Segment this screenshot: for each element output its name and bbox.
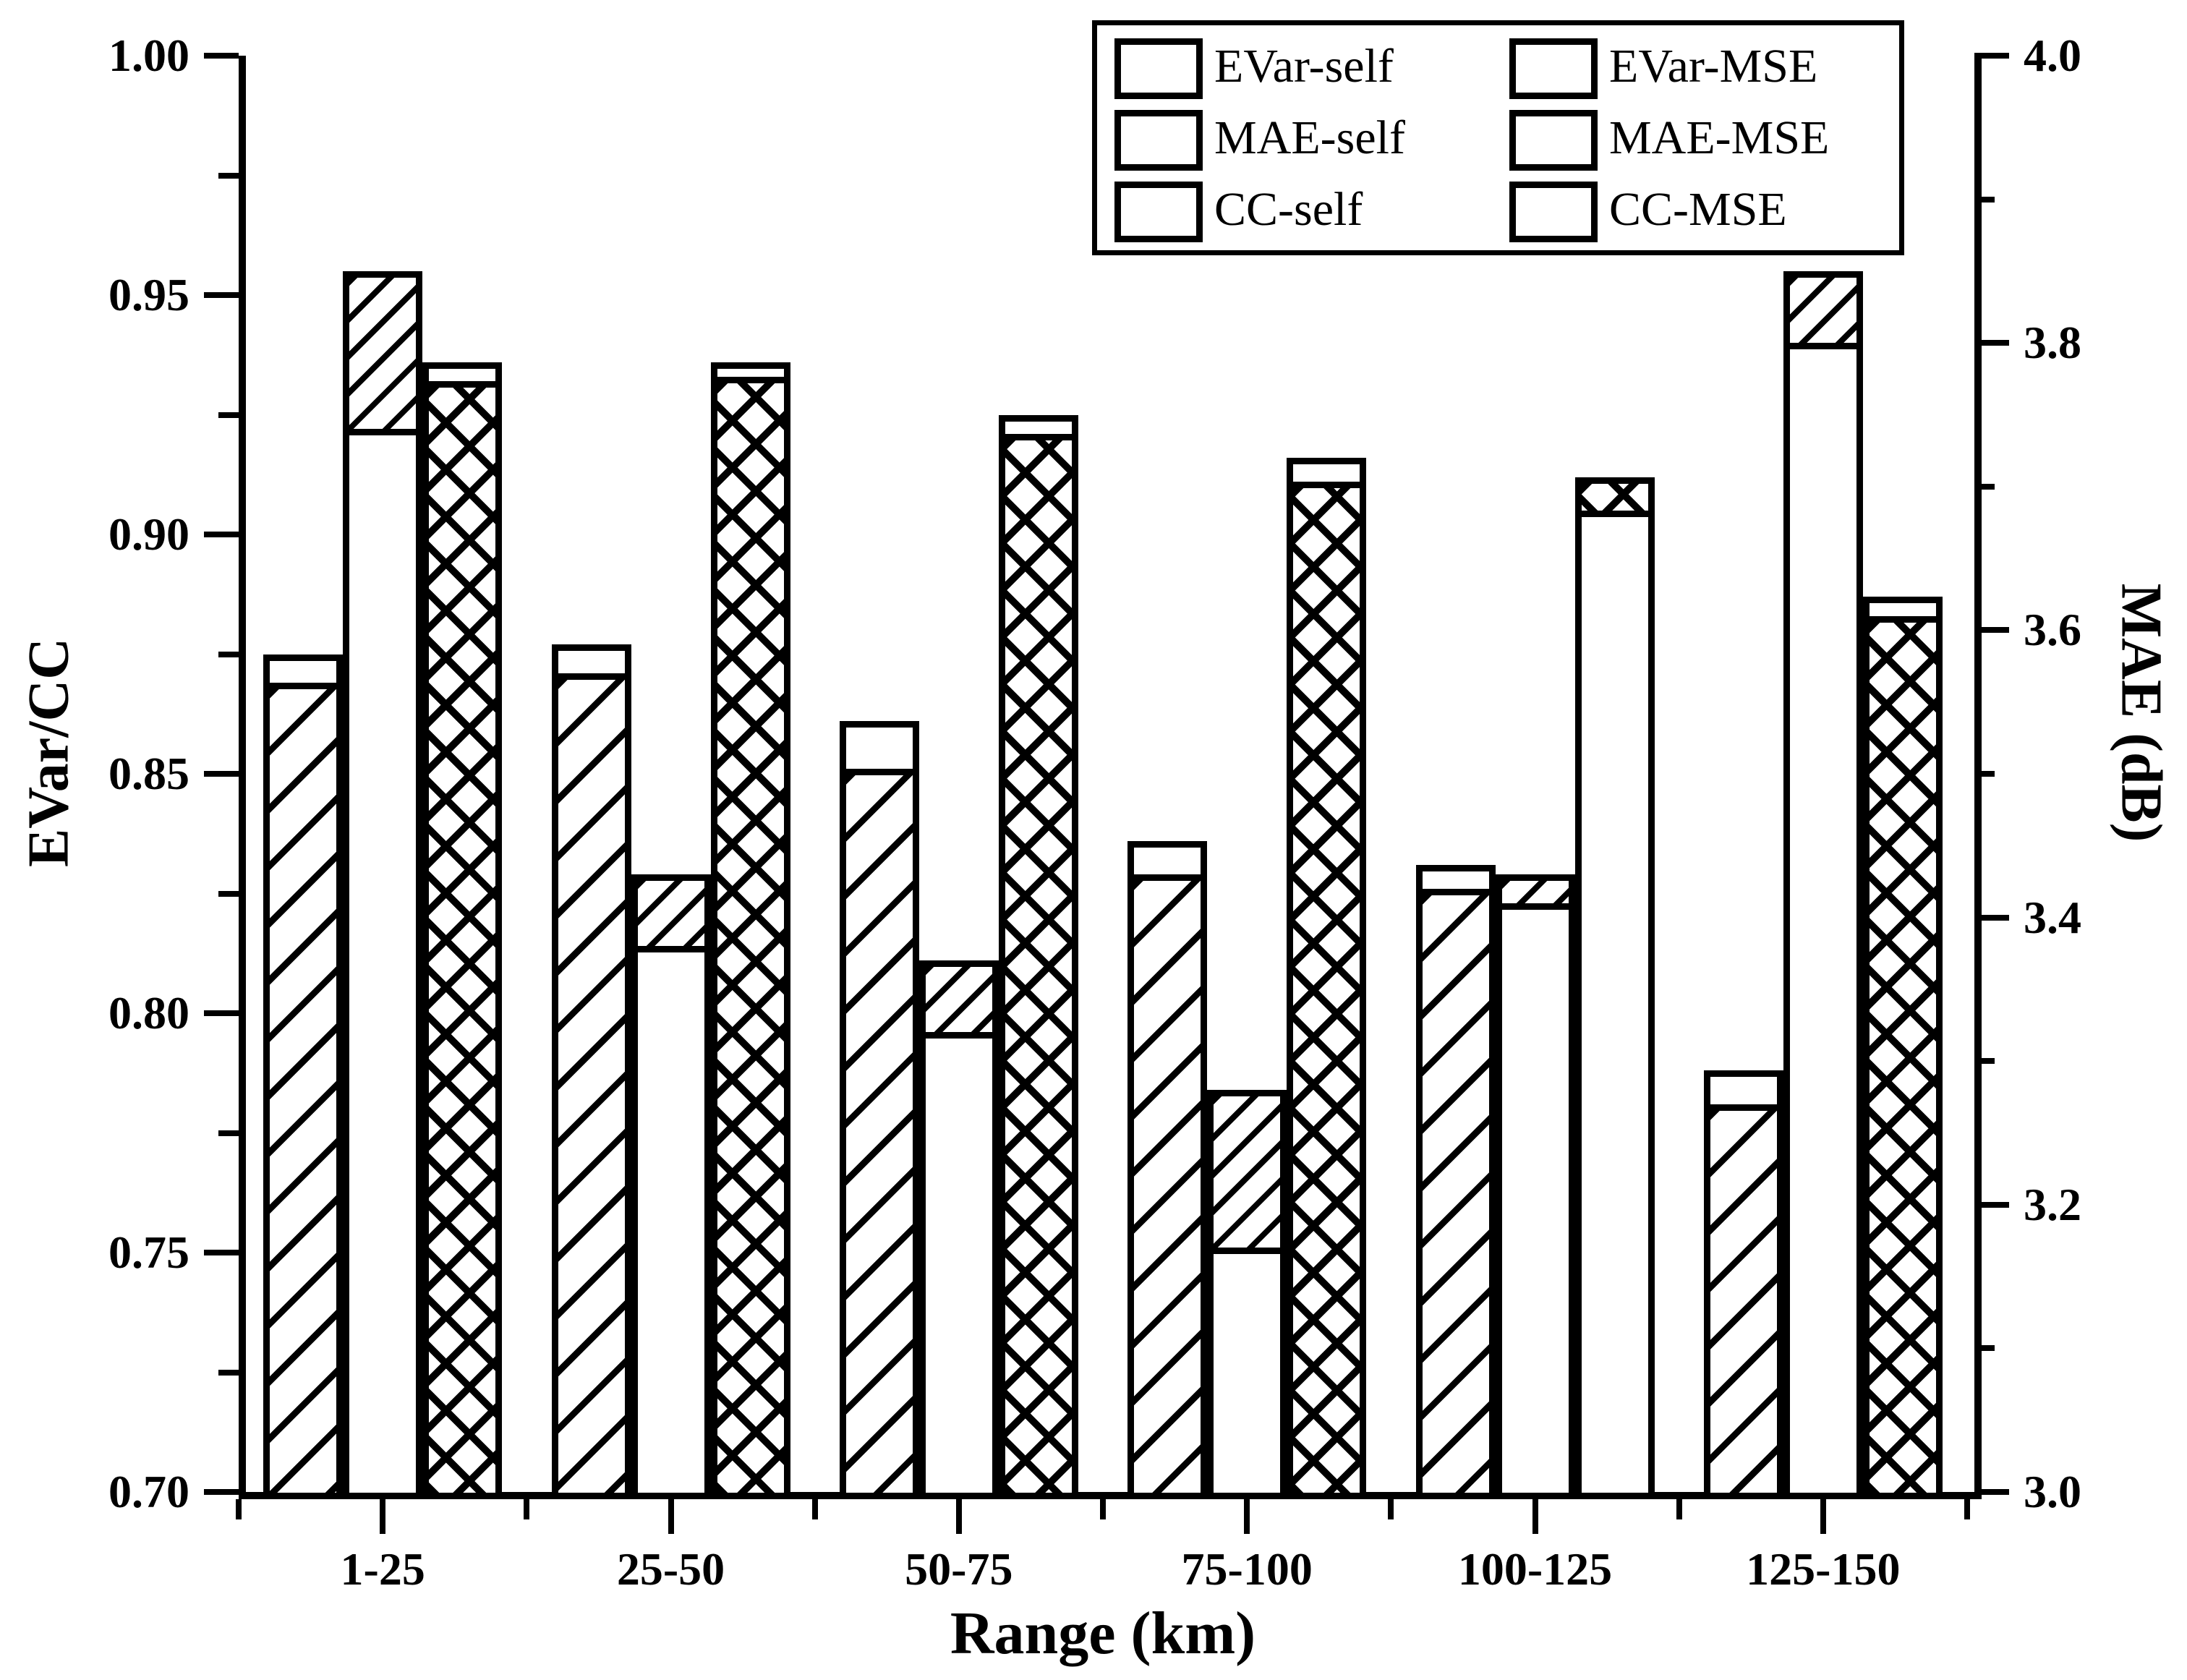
- bar-EVar-self: [1127, 874, 1208, 1499]
- y-axis-right-title: MAE (dB): [2109, 583, 2173, 843]
- legend-label: MAE-MSE: [1609, 111, 1830, 164]
- x-tick-label: 1-25: [340, 1543, 425, 1595]
- y-right-minor-tick: [1974, 483, 1995, 490]
- x-tick-label: 50-75: [905, 1543, 1013, 1595]
- y-left-tick-label: 1.00: [108, 30, 189, 81]
- x-tick-label: 75-100: [1181, 1543, 1313, 1595]
- x-minor-tick: [1676, 1499, 1682, 1519]
- bar-EVar-self: [551, 673, 631, 1499]
- y-right-tick-label: 3.2: [2024, 1178, 2081, 1230]
- y-right-major-tick: [1974, 53, 2009, 59]
- x-major-tick: [380, 1499, 386, 1534]
- bar-EVar-self: [839, 769, 919, 1499]
- bar-CC-self: [710, 376, 790, 1499]
- y-right-tick-label: 4.0: [2024, 30, 2081, 81]
- x-major-tick: [668, 1499, 674, 1534]
- bar-CC-MSE: [1574, 510, 1655, 1499]
- y-left-tick-label: 0.85: [108, 748, 189, 799]
- y-right-minor-tick: [1974, 1345, 1995, 1352]
- x-tick-label: 25-50: [616, 1543, 725, 1595]
- legend-label: CC-MSE: [1609, 183, 1787, 236]
- y-right-major-tick: [1974, 1201, 2009, 1208]
- x-axis-title: Range (km): [950, 1600, 1256, 1667]
- legend-label: EVar-MSE: [1609, 40, 1818, 93]
- y-right-major-tick: [1974, 914, 2009, 921]
- y-right-major-tick: [1974, 340, 2009, 346]
- bar-CC-self: [1862, 615, 1943, 1499]
- y-left-major-tick: [204, 771, 239, 777]
- y-left-tick-label: 0.75: [108, 1227, 189, 1278]
- bar-MAE-MSE: [918, 1032, 999, 1499]
- y-left-tick-label: 0.80: [108, 987, 189, 1039]
- diag-sparse-swatch-icon: [1114, 38, 1203, 99]
- x-tick-label: 125-150: [1746, 1543, 1901, 1595]
- x-major-tick: [1532, 1499, 1538, 1534]
- x-minor-tick: [1100, 1499, 1106, 1519]
- y-left-tick-label: 0.95: [108, 269, 189, 320]
- x-major-tick: [1820, 1499, 1826, 1534]
- x-tick-label: 100-125: [1457, 1543, 1613, 1595]
- y-left-minor-tick: [218, 412, 239, 418]
- white-swatch-icon: [1509, 38, 1598, 99]
- bar-MAE-MSE: [1783, 343, 1863, 1499]
- legend: EVar-self MAE-self CC-self EVar-MSE MAE-MSE C…: [1092, 20, 1904, 255]
- x-major-tick: [1244, 1499, 1250, 1534]
- y-left-tick-label: 0.90: [108, 508, 189, 560]
- y-left-minor-tick: [218, 172, 239, 179]
- bar-MAE-MSE: [631, 946, 711, 1499]
- y-left-minor-tick: [218, 1130, 239, 1136]
- y-left-major-tick: [204, 292, 239, 298]
- x-minor-tick: [236, 1499, 242, 1519]
- plot-area: [239, 56, 1982, 1499]
- bar-EVar-self: [1703, 1104, 1783, 1499]
- white-swatch-icon: [1509, 182, 1598, 242]
- y-left-minor-tick: [218, 890, 239, 897]
- y-right-tick-label: 3.0: [2024, 1466, 2081, 1517]
- bar-CC-self: [1287, 482, 1367, 1499]
- legend-label: CC-self: [1214, 183, 1363, 236]
- crosshatch-swatch-icon: [1114, 182, 1203, 242]
- y-left-major-tick: [204, 532, 239, 537]
- legend-label: EVar-self: [1214, 40, 1394, 93]
- y-left-minor-tick: [218, 1369, 239, 1376]
- x-minor-tick: [811, 1499, 818, 1519]
- y-left-major-tick: [204, 1489, 239, 1495]
- y-left-tick-label: 0.70: [108, 1466, 189, 1517]
- y-right-major-tick: [1974, 1489, 2009, 1495]
- x-minor-tick: [1964, 1499, 1970, 1519]
- y-left-major-tick: [204, 1250, 239, 1255]
- white-swatch-icon: [1509, 110, 1598, 171]
- y-right-minor-tick: [1974, 196, 1995, 202]
- y-right-major-tick: [1974, 627, 2009, 634]
- y-right-minor-tick: [1974, 1058, 1995, 1065]
- legend-label: MAE-self: [1214, 111, 1405, 164]
- y-left-major-tick: [204, 53, 239, 59]
- bar-MAE-MSE: [1207, 1248, 1287, 1499]
- y-right-tick-label: 3.4: [2024, 891, 2081, 943]
- y-right-tick-label: 3.8: [2024, 317, 2081, 369]
- x-major-tick: [955, 1499, 962, 1534]
- bar-MAE-MSE: [1495, 903, 1575, 1499]
- bar-EVar-self: [263, 683, 344, 1499]
- bar-MAE-MSE: [343, 429, 423, 1499]
- bar-EVar-self: [1415, 888, 1496, 1499]
- y-left-minor-tick: [218, 651, 239, 657]
- y-left-major-tick: [204, 1010, 239, 1016]
- bar-CC-self: [422, 381, 503, 1499]
- y-right-minor-tick: [1974, 771, 1995, 777]
- diag-dense-swatch-icon: [1114, 110, 1203, 171]
- x-minor-tick: [1388, 1499, 1394, 1519]
- y-right-tick-label: 3.6: [2024, 604, 2081, 656]
- x-minor-tick: [524, 1499, 530, 1519]
- bar-CC-self: [998, 433, 1078, 1499]
